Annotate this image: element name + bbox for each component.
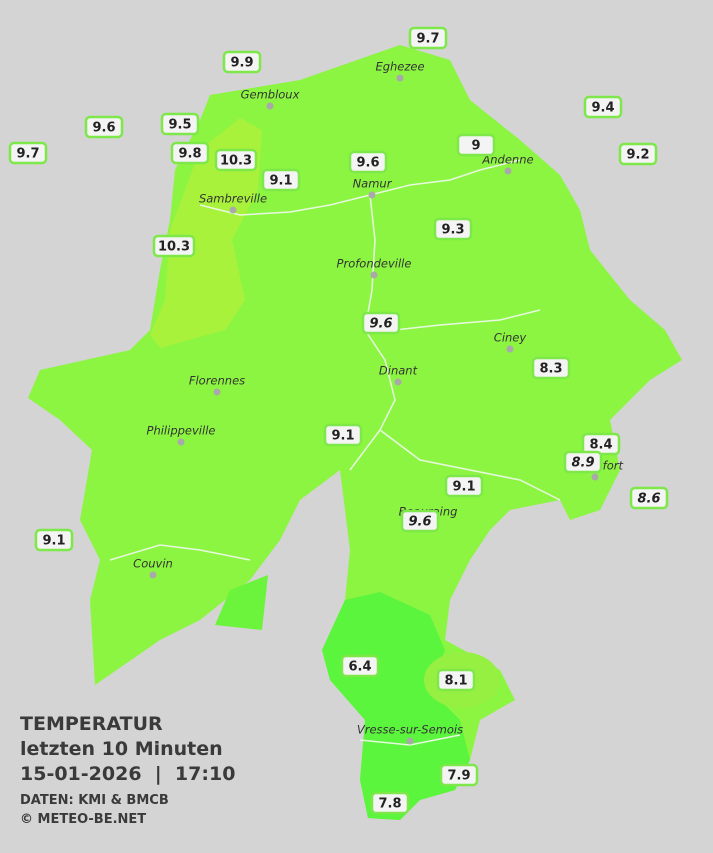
station-box — [618, 142, 658, 166]
title: TEMPERATUR — [20, 713, 163, 735]
station-box — [8, 141, 48, 165]
city-label: Gembloux — [241, 88, 300, 102]
city-dot — [177, 438, 185, 446]
city-dot — [591, 473, 599, 481]
station-value: 9.7 — [16, 147, 39, 162]
station-box — [361, 311, 401, 335]
station-box — [160, 112, 200, 136]
city-label: Couvin — [133, 557, 173, 571]
warm-zone — [150, 118, 262, 348]
station-box — [84, 115, 124, 139]
city-dot — [394, 378, 402, 386]
station-value: 8.9 — [571, 456, 594, 471]
station-box — [348, 150, 388, 174]
station-value: 9 — [471, 139, 480, 154]
station-box — [433, 217, 473, 241]
station-box — [456, 133, 496, 157]
subtitle: letzten 10 Minuten — [20, 738, 223, 760]
station-box — [400, 509, 440, 533]
station-value: 9.1 — [42, 534, 65, 549]
station-value: 9.6 — [408, 515, 431, 530]
city-dot — [229, 206, 237, 214]
station-value: 10.3 — [158, 240, 190, 255]
station-box — [34, 528, 74, 552]
station-value: 9.6 — [369, 317, 392, 332]
station-value: 9.6 — [92, 121, 115, 136]
station-value: 8.4 — [589, 438, 612, 453]
station-box — [563, 450, 603, 474]
station-box — [439, 763, 479, 787]
datetime: 15-01-2026 | 17:10 — [20, 763, 235, 785]
station-value: 9.4 — [591, 101, 614, 116]
station-box — [408, 26, 448, 50]
city-dot — [149, 571, 157, 579]
station-value: 9.1 — [331, 429, 354, 444]
station-value: 9.9 — [230, 56, 253, 71]
station-box — [340, 654, 380, 678]
city-label: Namur — [353, 177, 393, 191]
city-dot — [504, 167, 512, 175]
city-label: Eghezee — [375, 60, 424, 74]
city-label: Profondeville — [337, 257, 412, 271]
station-box — [444, 474, 484, 498]
station-value: 9.3 — [441, 223, 464, 238]
station-value: 8.3 — [539, 362, 562, 377]
station-box — [436, 668, 476, 692]
station-value: 9.6 — [356, 156, 379, 171]
station-value: 8.6 — [637, 492, 660, 507]
station-box — [170, 141, 210, 165]
station-box — [222, 50, 262, 74]
station-box — [583, 95, 623, 119]
station-box — [214, 148, 258, 172]
station-box — [261, 168, 301, 192]
station-value: 8.1 — [444, 674, 467, 689]
station-value: 10.3 — [220, 154, 252, 169]
station-value: 9.7 — [416, 32, 439, 47]
city-label: Vresse-sur-Semois — [357, 723, 463, 737]
city-label: Ciney — [494, 331, 527, 345]
city-label: Philippeville — [147, 424, 216, 438]
source: DATEN: KMI & BMCB — [20, 793, 169, 808]
city-label: Sambreville — [199, 192, 267, 206]
station-box — [152, 234, 196, 258]
station-box — [370, 791, 410, 815]
city-dot — [368, 191, 376, 199]
station-value: 6.4 — [348, 660, 371, 675]
copyright: © METEO-BE.NET — [20, 812, 146, 827]
station-box — [629, 486, 669, 510]
cold-zone — [322, 592, 470, 820]
station-box — [323, 423, 363, 447]
station-box — [531, 356, 571, 380]
station-value: 7.9 — [447, 769, 470, 784]
station-value: 9.8 — [178, 147, 201, 162]
city-dot — [213, 388, 221, 396]
city-label: Florennes — [189, 374, 245, 388]
city-dot — [370, 271, 378, 279]
station-value: 7.8 — [378, 797, 401, 812]
city-dot — [406, 737, 414, 745]
city-dot — [506, 345, 514, 353]
station-value: 9.2 — [626, 148, 649, 163]
station-value: 9.5 — [168, 118, 191, 133]
station-value: 9.1 — [452, 480, 475, 495]
cool-zone — [215, 575, 268, 630]
city-label: Dinant — [379, 364, 418, 378]
station-value: 9.1 — [269, 174, 292, 189]
city-dot — [266, 102, 274, 110]
city-label: Andenne — [481, 153, 533, 167]
city-dot — [396, 74, 404, 82]
